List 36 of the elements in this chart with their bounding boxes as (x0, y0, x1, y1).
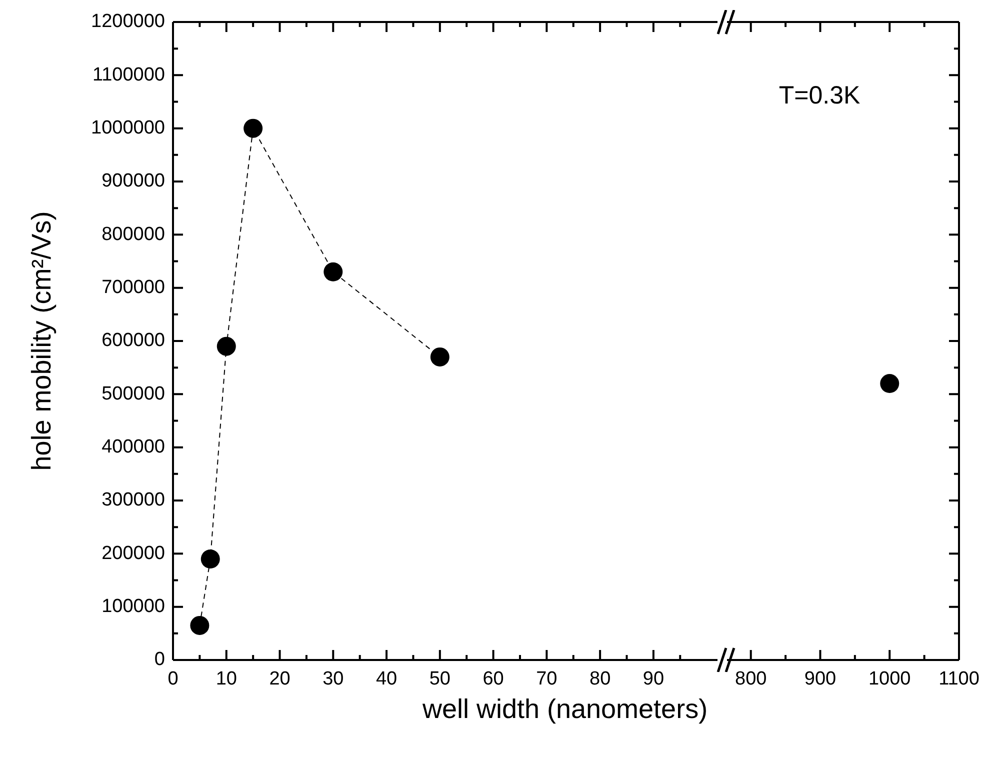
x-tick-label: 1000 (868, 668, 911, 690)
y-tick-label: 900000 (102, 170, 165, 192)
y-tick-label: 1200000 (91, 11, 165, 32)
annotation: T=0.3K (778, 81, 860, 110)
x-tick-label: 10 (216, 668, 237, 690)
y-tick-label: 400000 (102, 436, 165, 458)
y-tick-label: 500000 (102, 383, 165, 404)
x-tick-label: 0 (168, 668, 178, 690)
x-tick-label: 70 (536, 668, 558, 690)
x-axis-title: well width (nanometers) (422, 694, 708, 725)
y-tick-label: 1000000 (91, 118, 165, 139)
x-tick-label: 60 (482, 668, 504, 690)
y-tick-label: 600000 (102, 330, 165, 352)
y-tick-label: 300000 (102, 490, 165, 511)
y-tick-label: 0 (154, 649, 165, 670)
point (190, 616, 210, 635)
point (244, 118, 263, 138)
x-tick-label: 30 (322, 668, 344, 690)
x-tick-label: 40 (376, 668, 398, 690)
y-axis-title: hole mobility (cm²/Vs) (26, 211, 58, 471)
x-tick-label: 900 (804, 668, 836, 690)
x-tick-label: 50 (429, 668, 450, 690)
point (430, 347, 450, 366)
y-tick-label: 1100000 (92, 64, 165, 86)
point (324, 262, 343, 282)
y-tick-label: 100000 (102, 596, 165, 618)
point (200, 549, 220, 568)
y-tick-label: 800000 (102, 224, 165, 245)
x-tick-label: 800 (735, 668, 767, 690)
x-tick-label: 90 (642, 668, 664, 690)
y-tick-label: 200000 (102, 542, 165, 564)
x-tick-label: 80 (589, 668, 611, 690)
x-tick-label: 1100 (938, 668, 980, 690)
x-tick-label: 20 (269, 668, 290, 690)
y-tick-label: 700000 (102, 277, 165, 298)
point (216, 336, 236, 356)
